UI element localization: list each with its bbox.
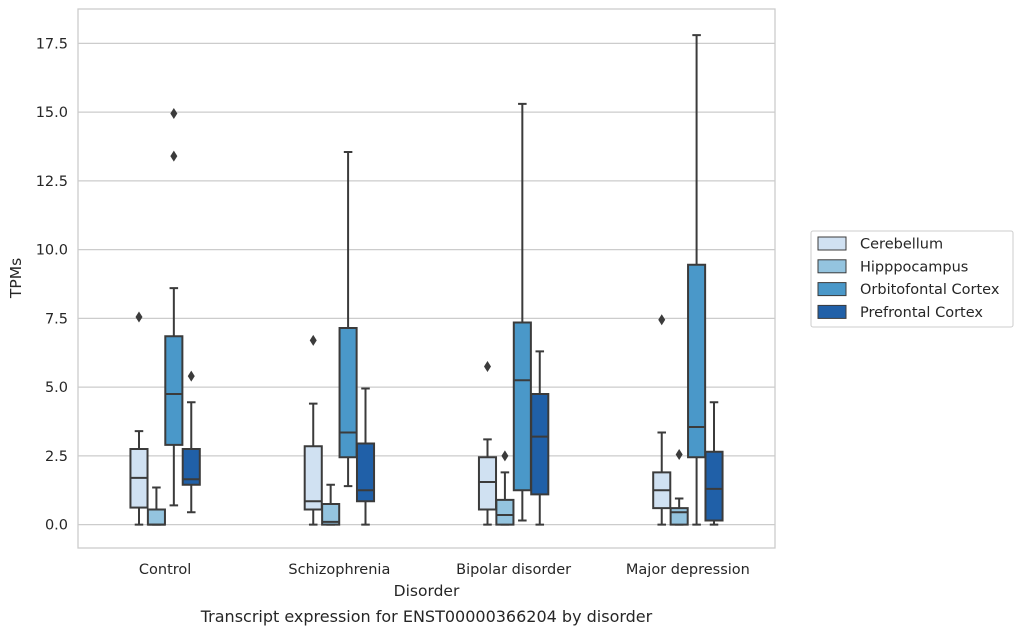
- legend-label: Hipppocampus: [860, 259, 968, 275]
- box-3-0: [652, 314, 672, 526]
- y-tick-label: 7.5: [45, 311, 68, 327]
- x-tick-label: Bipolar disorder: [456, 562, 571, 578]
- box-iqr: [530, 393, 550, 496]
- box-2-3: [530, 350, 550, 526]
- box-1-1: [321, 483, 341, 526]
- legend-label: Prefrontal Cortex: [860, 305, 983, 321]
- plot-frame: [77, 8, 776, 549]
- x-tick-labels: Control Schizophrenia Bipolar disorder Majo…: [139, 562, 750, 578]
- x-axis-label: Disorder: [394, 582, 460, 600]
- outlier-point: [187, 370, 195, 382]
- chart-caption: Transcript expression for ENST0000036620…: [200, 607, 653, 626]
- box-iqr: [512, 321, 532, 492]
- box-iqr: [704, 450, 724, 522]
- box-1-0: [303, 334, 323, 526]
- y-tick-label: 12.5: [36, 174, 68, 190]
- outlier-point: [675, 449, 683, 460]
- box-iqr: [181, 448, 201, 486]
- legend-swatch: [817, 236, 847, 251]
- box-iqr: [669, 507, 689, 526]
- box-2-2: [512, 102, 532, 522]
- outlier-point: [135, 311, 143, 323]
- box-0-2: [164, 108, 184, 507]
- box-3-2: [687, 34, 707, 526]
- box-0-3: [181, 370, 201, 514]
- y-tick-labels: 0.0 2.5 5.0 7.5 10.0 12.5 15.0 17.5: [36, 36, 68, 533]
- legend-label: Cerebellum: [860, 237, 943, 253]
- y-tick-label: 15.0: [36, 105, 68, 121]
- box-0-1: [146, 486, 166, 526]
- x-tick-label: Schizophrenia: [288, 562, 390, 578]
- box-iqr: [146, 508, 166, 526]
- y-tick-label: 10.0: [36, 243, 68, 259]
- legend-swatch: [817, 259, 847, 274]
- box-iqr: [321, 503, 341, 526]
- box-2-1: [495, 450, 515, 526]
- box-3-1: [669, 449, 689, 526]
- outlier-point: [658, 314, 666, 326]
- legend-swatch: [817, 282, 847, 297]
- box-iqr: [355, 442, 376, 503]
- legend-label: Orbitofontal Cortex: [860, 282, 1000, 298]
- y-tick-label: 0.0: [45, 518, 68, 534]
- box-iqr: [338, 327, 358, 459]
- box-1-2: [338, 151, 358, 488]
- y-axis-label: TPMs: [7, 258, 25, 299]
- box-1-3: [355, 387, 376, 526]
- box-2-0: [477, 361, 498, 526]
- y-tick-label: 2.5: [45, 449, 68, 465]
- outlier-point: [170, 108, 178, 119]
- box-iqr: [495, 498, 515, 526]
- legend-frame: [810, 230, 1014, 328]
- box-iqr: [303, 445, 323, 511]
- outlier-point: [501, 450, 509, 462]
- box-iqr: [164, 335, 184, 446]
- y-tick-label: 17.5: [36, 36, 68, 52]
- legend-entries: Cerebellum Hipppocampus Orbitofontal Corte…: [817, 236, 1000, 321]
- box-3-3: [704, 401, 724, 526]
- legend-swatch: [817, 304, 847, 319]
- outlier-point: [483, 361, 491, 372]
- x-tick-label: Control: [139, 562, 191, 578]
- outlier-point: [170, 150, 178, 162]
- box-iqr: [477, 456, 498, 511]
- y-tick-label: 5.0: [45, 380, 68, 396]
- outlier-point: [309, 334, 317, 346]
- plot-boxes: [129, 34, 724, 526]
- box-iqr: [687, 263, 707, 459]
- x-tick-label: Major depression: [626, 562, 750, 578]
- box-0-0: [129, 311, 149, 526]
- legend: Cerebellum Hipppocampus Orbitofontal Corte…: [810, 230, 1014, 328]
